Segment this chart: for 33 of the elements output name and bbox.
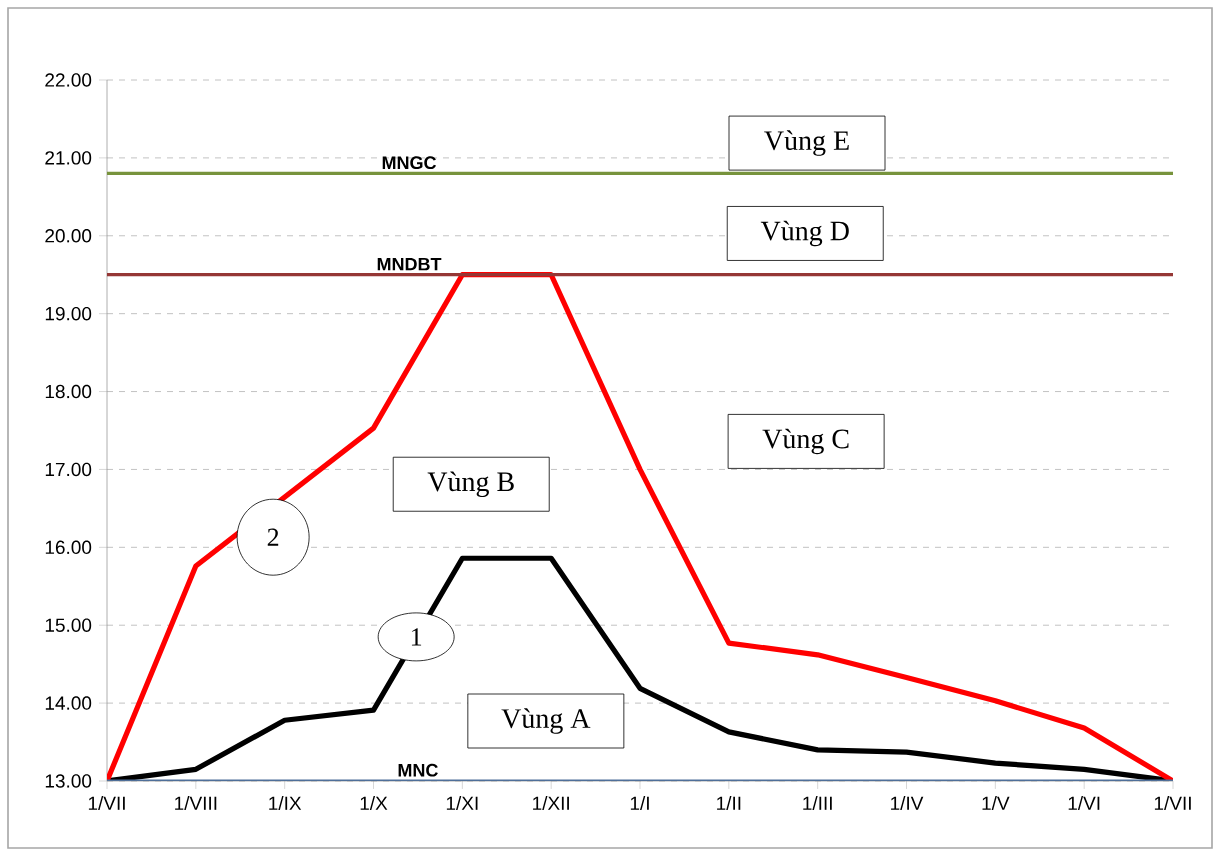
x-tick-label: 1/X <box>360 796 388 811</box>
x-tick-label: 1/XII <box>533 796 569 811</box>
ref-line-label: MNDBT <box>377 257 442 271</box>
annotation: 2 <box>267 528 279 546</box>
annotation: Vùng B <box>427 471 514 497</box>
annotation: Vùng E <box>764 130 849 156</box>
y-tick-label: 17.00 <box>45 462 92 477</box>
x-tick-label: 1/VII <box>1154 796 1191 811</box>
y-tick-label: 21.00 <box>45 151 92 165</box>
ref-line-label: MNGC <box>382 156 437 170</box>
x-tick-label: 1/V <box>982 796 1010 811</box>
annotation: 1 <box>411 628 422 646</box>
y-tick-label: 13.00 <box>45 774 92 788</box>
annotation: Vùng D <box>760 220 849 247</box>
y-tick-label: 18.00 <box>45 384 92 399</box>
x-tick-label: 1/VIII <box>175 796 217 811</box>
x-tick-label: 1/XI <box>446 796 478 811</box>
ref-line-label: MNC <box>398 763 438 777</box>
annotation: Vùng A <box>501 708 591 734</box>
y-tick-label: 19.00 <box>45 306 92 321</box>
y-tick-label: 22.00 <box>45 73 92 87</box>
annotation: Vùng C <box>762 428 849 455</box>
y-tick-label: 20.00 <box>45 229 92 243</box>
x-tick-label: 1/VII <box>88 796 125 811</box>
y-tick-label: 15.00 <box>45 618 92 632</box>
x-tick-label: 1/II <box>717 796 741 811</box>
y-tick-label: 16.00 <box>45 540 92 555</box>
x-tick-label: 1/IX <box>269 796 302 811</box>
x-tick-label: 1/I <box>630 796 649 811</box>
x-tick-label: 1/III <box>803 796 832 811</box>
y-tick-label: 14.00 <box>45 696 92 710</box>
x-tick-label: 1/VI <box>1068 796 1100 811</box>
x-tick-label: 1/IV <box>891 796 924 811</box>
